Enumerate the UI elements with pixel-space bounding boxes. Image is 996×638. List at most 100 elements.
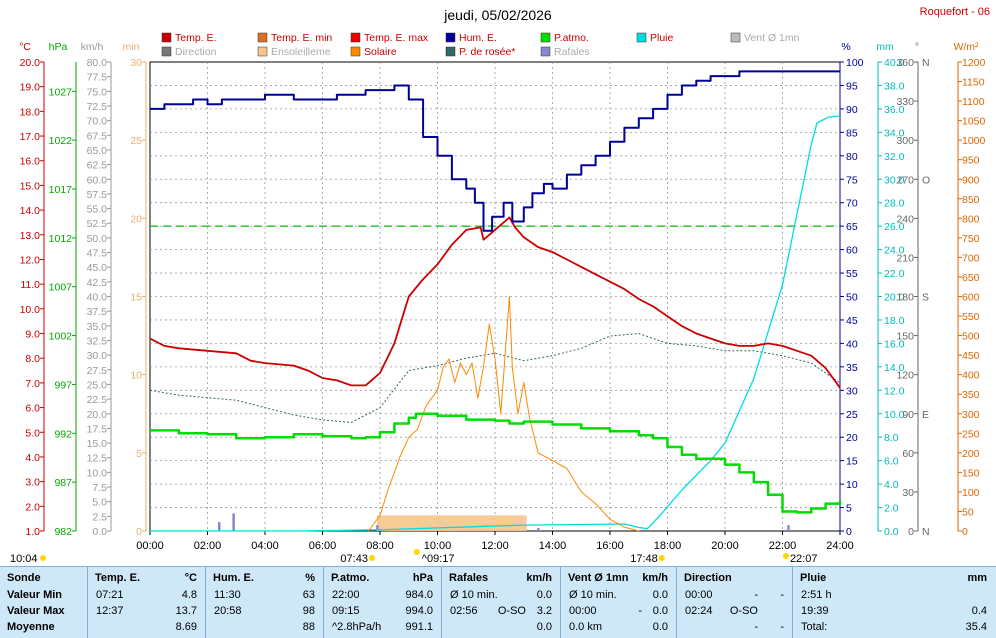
time-label: 16:00 xyxy=(596,540,624,552)
rain-axis-label: 30.0 xyxy=(884,174,905,186)
cell-value: 0.0 xyxy=(652,589,668,601)
time-label: 00:00 xyxy=(136,540,164,552)
cell-value: 98 xyxy=(302,605,315,617)
table-section: P.atmo. hPa 22:00 984.0 09:15 994.0 ^2.8hPa/h 9… xyxy=(324,567,442,638)
table-row: 11:30 63 xyxy=(206,587,323,603)
time-label: 04:00 xyxy=(251,540,279,552)
hum-axis-label: 50 xyxy=(846,292,858,304)
chart-title: jeudi, 05/02/2026 xyxy=(443,7,552,23)
dir-axis-label: 210 xyxy=(896,252,914,264)
dir-axis-label: 270 xyxy=(896,174,914,186)
solar-axis-label: 100 xyxy=(962,487,980,499)
rain-axis-label: 10.0 xyxy=(884,409,905,421)
sunset-icon xyxy=(658,555,665,561)
solar-axis-label: 150 xyxy=(962,467,980,479)
wind-axis-label: 15.0 xyxy=(87,438,108,450)
dir-axis-label: 360 xyxy=(896,57,914,69)
table-section: Temp. E. °C 07:21 4.8 12:37 13.7 8.69 xyxy=(88,567,206,638)
section-unit: °C xyxy=(184,572,197,584)
section-unit: km/h xyxy=(526,572,552,584)
temp-axis-label: 20.0 xyxy=(20,57,41,69)
cell-time: 02:56 xyxy=(450,605,478,617)
legend-swatch xyxy=(445,46,456,57)
dir-axis-label: 120 xyxy=(896,370,914,382)
solar-axis-label: 750 xyxy=(962,233,980,245)
dir-axis-label: 90 xyxy=(902,409,914,421)
wind-axis-label: 7.5 xyxy=(92,482,107,494)
wind-axis-label: 35.0 xyxy=(87,321,108,333)
solar-axis-label: 400 xyxy=(962,370,980,382)
temp-axis-label: 14.0 xyxy=(20,205,41,217)
cell-direction: O-SO xyxy=(729,605,758,617)
wind-axis-label: 80.0 xyxy=(87,57,108,69)
cell-value: 984.0 xyxy=(405,589,433,601)
section-unit: % xyxy=(305,572,315,584)
dir-letter: N xyxy=(922,57,930,69)
table-row: 00:00 - - xyxy=(677,587,792,603)
wind-axis-label: 50.0 xyxy=(87,233,108,245)
wind-axis-label: 72.5 xyxy=(87,101,108,113)
temp-axis-label: 1.0 xyxy=(25,526,40,538)
dir-axis-label: 330 xyxy=(896,96,914,108)
hum-axis-label: 35 xyxy=(846,362,858,374)
table-row: 19:39 0.4 xyxy=(793,603,995,619)
rain-axis-label: 22.0 xyxy=(884,268,905,280)
hum-axis-label: 95 xyxy=(846,80,858,92)
dir-axis-label: 150 xyxy=(896,331,914,343)
table-row: 02:56 O-SO 3.2 xyxy=(442,603,560,619)
hum-axis-label: 80 xyxy=(846,151,858,163)
wind-axis-label: 40.0 xyxy=(87,292,108,304)
solar-axis-label: 500 xyxy=(962,331,980,343)
station-name: Roquefort - 06 xyxy=(920,6,990,18)
cell-time: Total: xyxy=(801,621,828,633)
temp-axis-label: 12.0 xyxy=(20,254,41,266)
wind-axis-label: 32.5 xyxy=(87,335,108,347)
solar-axis-label: 1000 xyxy=(962,135,986,147)
table-section: Direction 00:00- -02:24 O-SO - - xyxy=(677,567,793,638)
moon-icon xyxy=(782,553,789,559)
wind-axis-label: 70.0 xyxy=(87,116,108,128)
wind-axis-label: 17.5 xyxy=(87,423,108,435)
section-title: Rafales xyxy=(449,572,489,584)
legend-label: Hum. E. xyxy=(459,32,497,44)
solar-axis-label: 350 xyxy=(962,389,980,401)
rain-axis-label: 28.0 xyxy=(884,198,905,210)
dir-letter: E xyxy=(922,409,929,421)
rain-axis-label: 0.0 xyxy=(884,526,899,538)
temp-axis-label: 5.0 xyxy=(25,427,40,439)
gust-bar xyxy=(376,525,379,531)
row-label: Valeur Max xyxy=(7,605,65,617)
rain-axis-label: 36.0 xyxy=(884,104,905,116)
wind-axis-label: 0.0 xyxy=(92,526,107,538)
cell-value: 994.0 xyxy=(405,605,433,617)
legend-label: Direction xyxy=(175,46,217,58)
wind-axis-label: 10.0 xyxy=(87,467,108,479)
solar-axis-label: 950 xyxy=(962,155,980,167)
temp-axis-label: 7.0 xyxy=(25,378,40,390)
wind-axis-label: 77.5 xyxy=(87,72,108,84)
sunrise-time: 07:43 xyxy=(340,553,368,565)
press-axis-label: 1002 xyxy=(49,331,73,343)
legend-label: Ensoleilleme xyxy=(271,46,331,58)
temp-axis-label: 6.0 xyxy=(25,403,40,415)
rain-axis-label: 40.0 xyxy=(884,57,905,69)
wind-axis-label: 37.5 xyxy=(87,306,108,318)
min-axis-label: 5 xyxy=(136,448,142,460)
series-line-temp-e- xyxy=(149,216,841,389)
dir-axis-label: 60 xyxy=(902,448,914,460)
temp-axis-label: 3.0 xyxy=(25,477,40,489)
cell-value: - xyxy=(780,589,784,601)
legend-swatch xyxy=(350,46,361,57)
dir-letter: S xyxy=(922,292,929,304)
temp-axis-label: 18.0 xyxy=(20,106,41,118)
legend-swatch xyxy=(350,32,361,43)
cell-value: 4.8 xyxy=(181,589,197,601)
hum-axis-label: 5 xyxy=(846,503,852,515)
wind-axis-label: 12.5 xyxy=(87,453,108,465)
cell-value: - xyxy=(780,621,784,633)
table-row: Ø 10 min. 0.0 xyxy=(561,587,676,603)
wind-axis-label: 60.0 xyxy=(87,174,108,186)
min-axis-label: 10 xyxy=(130,370,142,382)
table-row: 02:24 O-SO xyxy=(677,603,792,619)
min-axis-label: 20 xyxy=(130,213,142,225)
